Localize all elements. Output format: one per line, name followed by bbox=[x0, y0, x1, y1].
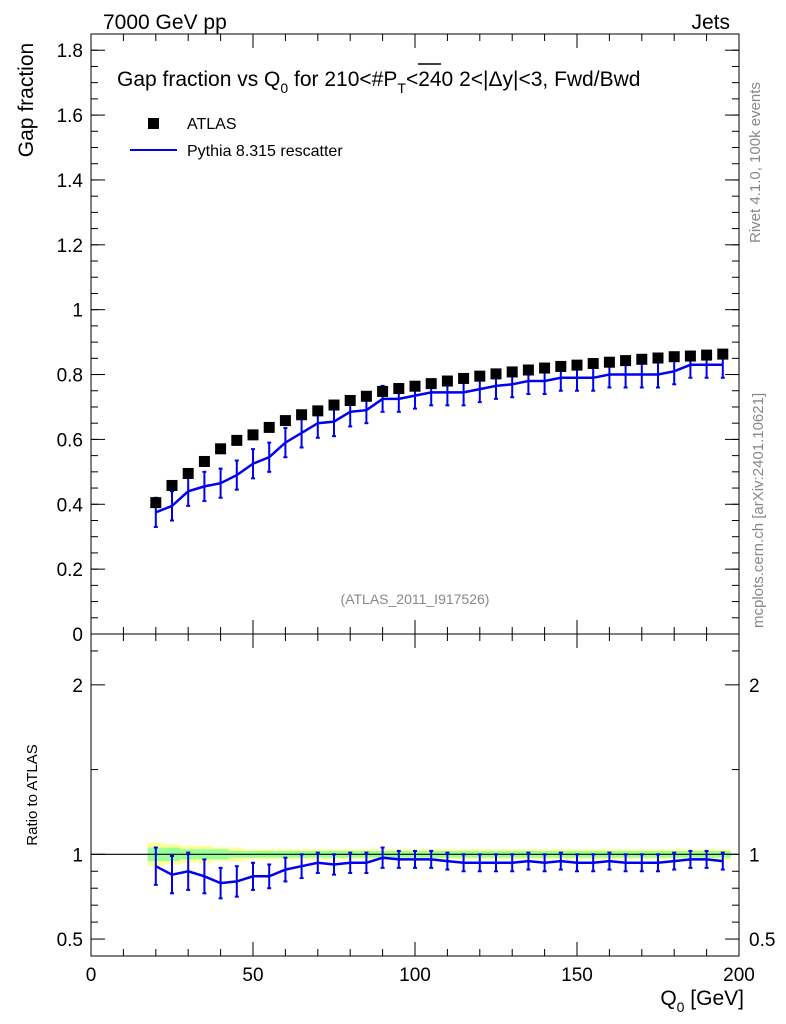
atlas-data-point bbox=[620, 355, 632, 367]
atlas-data-point bbox=[717, 348, 729, 360]
atlas-data-point bbox=[215, 443, 227, 455]
ratio-data-layer bbox=[153, 846, 725, 900]
title-sub-q0: 0 bbox=[280, 80, 288, 96]
legend-pythia-label: Pythia 8.315 rescatter bbox=[187, 143, 343, 160]
x-tick-label: 100 bbox=[399, 965, 431, 986]
atlas-data-point bbox=[150, 497, 162, 509]
atlas-data-point bbox=[279, 415, 291, 427]
atlas-data-point bbox=[636, 353, 648, 365]
main-y-tick-label: 1.6 bbox=[57, 106, 83, 127]
x-axis-label-q: Q bbox=[660, 987, 676, 1010]
pythia-series-line bbox=[155, 363, 723, 514]
main-y-tick-label: 1.8 bbox=[57, 41, 83, 62]
title-pt-symbol: P bbox=[383, 68, 397, 91]
x-axis-label-sub: 0 bbox=[677, 999, 685, 1015]
atlas-data-point bbox=[603, 356, 615, 368]
main-y-axis-label-text: Gap fraction bbox=[15, 43, 38, 157]
atlas-data-point bbox=[539, 362, 551, 374]
main-y-tick-label: 0 bbox=[72, 625, 83, 646]
atlas-data-point bbox=[377, 385, 389, 397]
atlas-data-point bbox=[571, 359, 583, 371]
main-y-axis: 0 0.2 0.4 0.6 0.8 1 1.2 1.4 1.6 1.8 bbox=[57, 33, 739, 646]
atlas-data-point bbox=[458, 372, 470, 384]
ratio-y-tick-label-right: 2 bbox=[749, 676, 760, 697]
ratio-plot-frame bbox=[90, 633, 740, 957]
atlas-data-point bbox=[652, 352, 664, 364]
ratio-y-axis: 0.5 0.5 1 1 2 2 bbox=[57, 650, 775, 951]
legend-atlas-label: ATLAS bbox=[187, 116, 237, 133]
x-tick-label: 150 bbox=[561, 965, 593, 986]
x-tick-label: 200 bbox=[723, 965, 755, 986]
atlas-data-point bbox=[344, 394, 356, 406]
title-part-c: <240 2<|Δy|<3, Fwd/Bwd bbox=[406, 68, 641, 91]
title-sub-t: T bbox=[397, 80, 406, 96]
main-data-layer bbox=[150, 348, 729, 528]
ratio-y-tick-label-right: 1 bbox=[749, 845, 760, 866]
atlas-data-point bbox=[684, 350, 696, 362]
atlas-data-point bbox=[490, 368, 502, 380]
main-x-axis-ticks bbox=[90, 34, 740, 634]
legend: ATLAS Pythia 8.315 rescatter bbox=[130, 116, 343, 160]
atlas-data-point bbox=[555, 360, 567, 372]
atlas-data-point bbox=[166, 479, 178, 491]
main-y-tick-label: 0.2 bbox=[57, 560, 83, 581]
atlas-data-point bbox=[506, 366, 518, 378]
rivet-version-text: Rivet 4.1.0, 100k events bbox=[747, 82, 764, 243]
main-y-tick-label: 1.4 bbox=[57, 171, 84, 192]
ratio-series-line bbox=[155, 856, 723, 885]
main-panel: 0 0.2 0.4 0.6 0.8 1 1.2 1.4 1.6 1.8 Gap fraction … bbox=[15, 33, 740, 646]
x-axis-label-unit: [GeV] bbox=[684, 987, 744, 1010]
atlas-data-point bbox=[587, 358, 599, 370]
atlas-data-point bbox=[441, 375, 453, 387]
header-left: 7000 GeV pp bbox=[103, 11, 227, 34]
x-axis: 0 50 100 150 200 bbox=[86, 634, 755, 986]
analysis-watermark: (ATLAS_2011_I917526) bbox=[341, 591, 490, 607]
atlas-data-point bbox=[522, 364, 534, 376]
title-part-a: Gap fraction vs Q bbox=[117, 68, 280, 91]
ratio-y-tick-label: 2 bbox=[72, 676, 83, 697]
atlas-data-point bbox=[701, 349, 713, 361]
main-y-tick-label: 1 bbox=[72, 301, 83, 322]
atlas-data-point bbox=[182, 467, 194, 479]
main-y-tick-label: 1.2 bbox=[57, 236, 83, 257]
x-tick-label: 50 bbox=[242, 965, 263, 986]
atlas-data-point bbox=[360, 390, 372, 402]
atlas-data-point bbox=[393, 382, 405, 394]
atlas-data-point bbox=[668, 351, 680, 363]
main-y-tick-label: 0.6 bbox=[57, 430, 83, 451]
chart-title: Gap fraction vs Q0 for 210<#PT<240 2<|Δy… bbox=[117, 68, 640, 96]
title-part-b: for 210<# bbox=[288, 68, 383, 91]
main-y-tick-label: 0.8 bbox=[57, 366, 83, 387]
main-y-axis-label: Gap fraction bbox=[15, 43, 38, 157]
atlas-data-point bbox=[474, 370, 486, 382]
atlas-data-point bbox=[312, 405, 324, 417]
atlas-data-point bbox=[409, 380, 421, 392]
legend-atlas-marker bbox=[148, 118, 159, 129]
x-axis-label: Q0 [GeV] bbox=[660, 987, 744, 1015]
atlas-data-point bbox=[296, 409, 308, 421]
ratio-y-tick-label: 0.5 bbox=[57, 930, 83, 951]
mcplots-source-text: mcplots.cern.ch [arXiv:2401.10621] bbox=[750, 393, 767, 628]
ratio-y-axis-label: Ratio to ATLAS bbox=[24, 744, 41, 845]
atlas-data-point bbox=[263, 421, 275, 433]
atlas-data-point bbox=[425, 378, 437, 390]
ratio-y-axis-label-text: Ratio to ATLAS bbox=[24, 744, 41, 845]
atlas-data-point bbox=[247, 429, 259, 441]
header-right: Jets bbox=[691, 11, 730, 34]
atlas-data-point bbox=[231, 434, 243, 446]
ratio-y-tick-label-right: 0.5 bbox=[749, 930, 775, 951]
x-tick-label: 0 bbox=[86, 965, 97, 986]
main-y-tick-label: 0.4 bbox=[57, 495, 84, 516]
atlas-data-point bbox=[328, 399, 340, 411]
ratio-panel: 0.5 0.5 1 1 2 2 0 50 100 150 200 Ratio to ATLAS Q… bbox=[24, 633, 775, 1015]
ratio-y-tick-label: 1 bbox=[72, 845, 83, 866]
atlas-data-point bbox=[198, 455, 210, 467]
